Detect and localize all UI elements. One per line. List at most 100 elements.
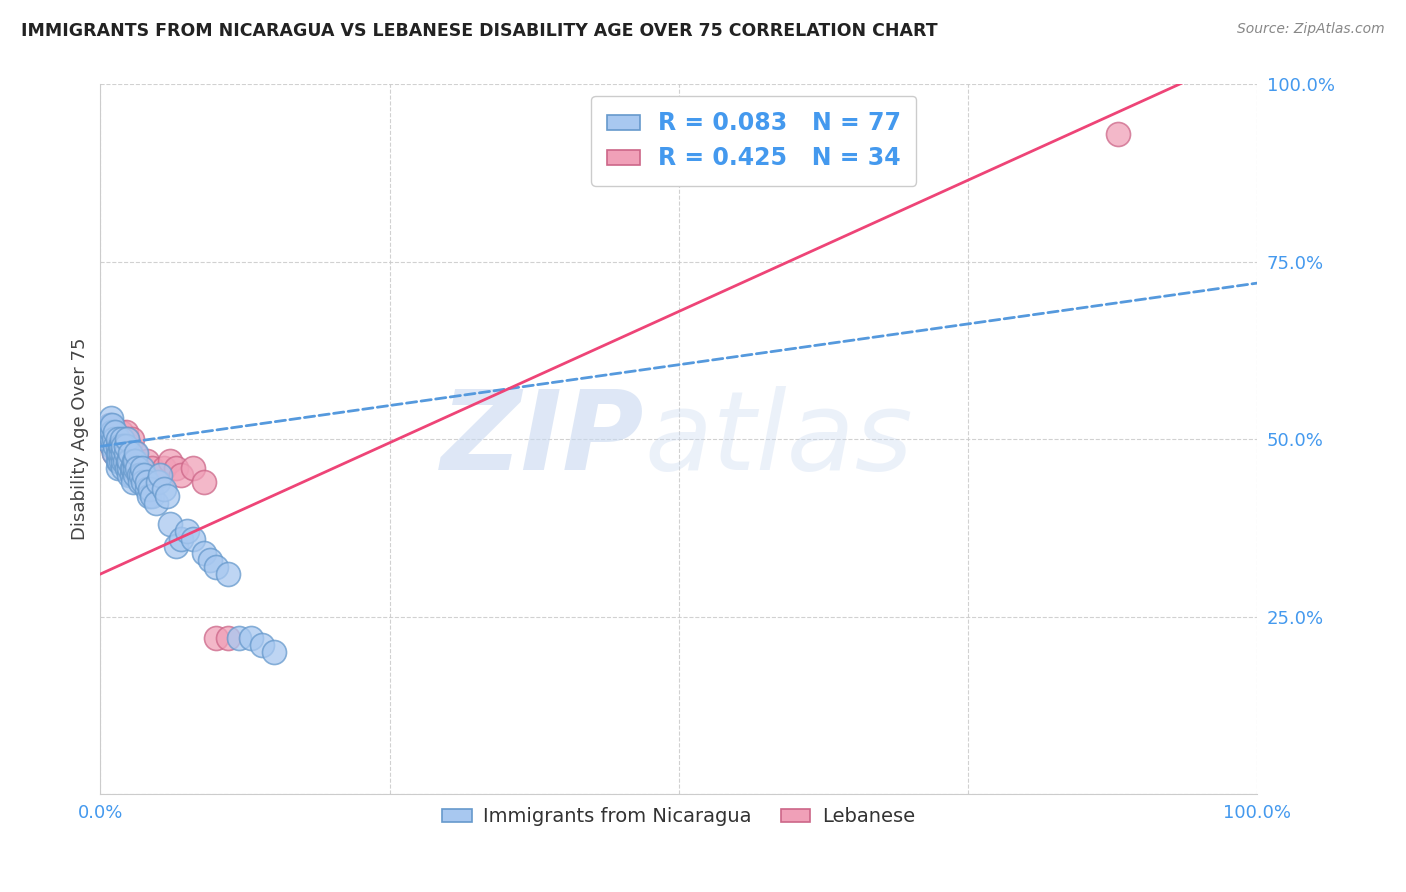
Point	[131, 460, 153, 475]
Point	[138, 489, 160, 503]
Point	[159, 453, 181, 467]
Point	[200, 553, 222, 567]
Point	[145, 496, 167, 510]
Point	[121, 460, 143, 475]
Point	[217, 631, 239, 645]
Point	[148, 475, 170, 489]
Point	[124, 446, 146, 460]
Point	[110, 439, 132, 453]
Point	[125, 446, 148, 460]
Point	[107, 446, 129, 460]
Point	[159, 517, 181, 532]
Point	[114, 446, 136, 460]
Point	[107, 453, 129, 467]
Point	[97, 425, 120, 439]
Point	[117, 453, 139, 467]
Point	[134, 467, 156, 482]
Point	[108, 453, 131, 467]
Point	[115, 432, 138, 446]
Point	[252, 638, 274, 652]
Point	[103, 446, 125, 460]
Point	[97, 425, 120, 439]
Point	[101, 432, 124, 446]
Point	[139, 482, 162, 496]
Point	[112, 453, 135, 467]
Point	[107, 432, 129, 446]
Point	[104, 425, 127, 439]
Point	[217, 567, 239, 582]
Point	[101, 425, 124, 439]
Point	[153, 482, 176, 496]
Point	[239, 631, 262, 645]
Point	[181, 532, 204, 546]
Point	[127, 453, 149, 467]
Point	[112, 460, 135, 475]
Point	[120, 446, 142, 460]
Point	[148, 467, 170, 482]
Point	[124, 460, 146, 475]
Point	[107, 439, 129, 453]
Point	[228, 631, 250, 645]
Point	[135, 482, 157, 496]
Point	[118, 446, 141, 460]
Legend: Immigrants from Nicaragua, Lebanese: Immigrants from Nicaragua, Lebanese	[434, 799, 922, 834]
Point	[103, 432, 125, 446]
Point	[98, 418, 121, 433]
Point	[193, 546, 215, 560]
Point	[111, 432, 134, 446]
Point	[110, 453, 132, 467]
Point	[104, 439, 127, 453]
Point	[110, 446, 132, 460]
Point	[128, 475, 150, 489]
Point	[108, 446, 131, 460]
Point	[101, 439, 124, 453]
Point	[124, 467, 146, 482]
Point	[1107, 127, 1129, 141]
Point	[101, 418, 124, 433]
Point	[104, 439, 127, 453]
Point	[110, 446, 132, 460]
Text: ZIP: ZIP	[440, 385, 644, 492]
Y-axis label: Disability Age Over 75: Disability Age Over 75	[72, 338, 89, 541]
Point	[110, 425, 132, 439]
Point	[134, 467, 156, 482]
Point	[132, 475, 155, 489]
Point	[129, 460, 152, 475]
Point	[170, 532, 193, 546]
Point	[205, 631, 228, 645]
Point	[193, 475, 215, 489]
Point	[124, 453, 146, 467]
Point	[141, 489, 163, 503]
Text: Source: ZipAtlas.com: Source: ZipAtlas.com	[1237, 22, 1385, 37]
Point	[121, 475, 143, 489]
Point	[114, 453, 136, 467]
Point	[129, 467, 152, 482]
Point	[128, 467, 150, 482]
Point	[94, 432, 117, 446]
Point	[153, 460, 176, 475]
Point	[121, 467, 143, 482]
Point	[181, 460, 204, 475]
Point	[165, 460, 187, 475]
Point	[108, 439, 131, 453]
Point	[112, 446, 135, 460]
Point	[115, 432, 138, 446]
Point	[135, 453, 157, 467]
Point	[127, 460, 149, 475]
Point	[120, 439, 142, 453]
Point	[114, 432, 136, 446]
Point	[101, 439, 124, 453]
Point	[121, 460, 143, 475]
Point	[107, 460, 129, 475]
Point	[135, 475, 157, 489]
Point	[149, 467, 172, 482]
Text: IMMIGRANTS FROM NICARAGUA VS LEBANESE DISABILITY AGE OVER 75 CORRELATION CHART: IMMIGRANTS FROM NICARAGUA VS LEBANESE DI…	[21, 22, 938, 40]
Point	[112, 439, 135, 453]
Point	[100, 411, 122, 425]
Point	[98, 418, 121, 433]
Point	[170, 467, 193, 482]
Point	[103, 446, 125, 460]
Point	[165, 539, 187, 553]
Text: atlas: atlas	[644, 385, 912, 492]
Point	[115, 460, 138, 475]
